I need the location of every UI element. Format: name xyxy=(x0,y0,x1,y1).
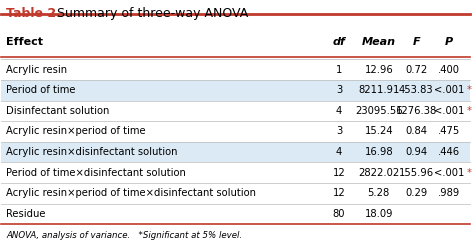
Text: 3: 3 xyxy=(336,85,342,95)
Text: 5.28: 5.28 xyxy=(368,188,390,198)
Text: Period of time: Period of time xyxy=(6,85,75,95)
Text: 12: 12 xyxy=(333,168,345,178)
Text: Summary of three-way ANOVA: Summary of three-way ANOVA xyxy=(57,7,248,20)
Text: .400: .400 xyxy=(438,65,460,74)
Text: 4: 4 xyxy=(336,106,342,116)
Text: <.001: <.001 xyxy=(434,106,464,116)
Text: 453.83: 453.83 xyxy=(399,85,434,95)
Text: ANOVA, analysis of variance.   *Significant at 5% level.: ANOVA, analysis of variance. *Significan… xyxy=(6,231,242,240)
Text: *: * xyxy=(467,85,472,95)
Text: 18.09: 18.09 xyxy=(365,209,393,219)
Text: 16.98: 16.98 xyxy=(365,147,393,157)
Text: Acrylic resin×disinfectant solution: Acrylic resin×disinfectant solution xyxy=(6,147,178,157)
Text: 15.24: 15.24 xyxy=(365,127,393,136)
Text: <.001: <.001 xyxy=(434,168,464,178)
Text: Acrylic resin: Acrylic resin xyxy=(6,65,67,74)
Text: P: P xyxy=(445,37,453,47)
FancyBboxPatch shape xyxy=(1,80,470,100)
FancyBboxPatch shape xyxy=(1,142,470,162)
Text: Acrylic resin×period of time×disinfectant solution: Acrylic resin×period of time×disinfectan… xyxy=(6,188,256,198)
Text: 2822.02: 2822.02 xyxy=(358,168,400,178)
Text: 4: 4 xyxy=(336,147,342,157)
Text: 0.72: 0.72 xyxy=(405,65,428,74)
Text: <.001: <.001 xyxy=(434,85,464,95)
Text: 0.84: 0.84 xyxy=(405,127,427,136)
Text: Residue: Residue xyxy=(6,209,46,219)
Text: Effect: Effect xyxy=(6,37,43,47)
Text: 3: 3 xyxy=(336,127,342,136)
Text: 12.96: 12.96 xyxy=(365,65,393,74)
Text: 12: 12 xyxy=(333,188,345,198)
Text: 0.94: 0.94 xyxy=(405,147,428,157)
Text: df: df xyxy=(332,37,346,47)
Text: 80: 80 xyxy=(333,209,345,219)
Text: Acrylic resin×period of time: Acrylic resin×period of time xyxy=(6,127,146,136)
Text: Period of time×disinfectant solution: Period of time×disinfectant solution xyxy=(6,168,186,178)
Text: 8211.91: 8211.91 xyxy=(358,85,400,95)
Text: 23095.56: 23095.56 xyxy=(355,106,402,116)
Text: Disinfectant solution: Disinfectant solution xyxy=(6,106,109,116)
Text: .475: .475 xyxy=(438,127,460,136)
Text: F: F xyxy=(412,37,420,47)
Text: 1: 1 xyxy=(336,65,342,74)
Text: Table 2.: Table 2. xyxy=(6,7,61,20)
Text: *: * xyxy=(467,168,472,178)
Text: 0.29: 0.29 xyxy=(405,188,428,198)
Text: 1276.38: 1276.38 xyxy=(396,106,437,116)
Text: .989: .989 xyxy=(438,188,460,198)
Text: *: * xyxy=(467,106,472,116)
Text: Mean: Mean xyxy=(362,37,396,47)
Text: 155.96: 155.96 xyxy=(399,168,434,178)
Text: .446: .446 xyxy=(438,147,460,157)
